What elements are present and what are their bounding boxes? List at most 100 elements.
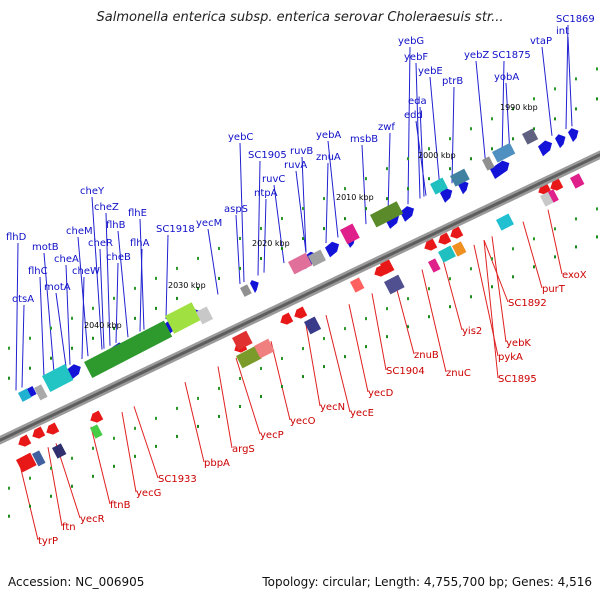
tick-dot bbox=[428, 177, 430, 181]
leader-line bbox=[90, 426, 111, 505]
page-title: Salmonella enterica subsp. enterica sero… bbox=[96, 10, 504, 25]
tick-dot bbox=[176, 434, 178, 438]
gene-arrow-forward bbox=[325, 241, 340, 258]
leader-line bbox=[475, 60, 487, 168]
tick-dot bbox=[344, 187, 346, 191]
gene-arrow-reverse bbox=[294, 306, 308, 319]
feature-green-operon bbox=[83, 320, 173, 378]
tick-dot bbox=[92, 474, 94, 478]
gene-label: ftnB bbox=[110, 500, 131, 511]
gene-label: SC1918 bbox=[156, 224, 195, 235]
leader-line bbox=[217, 366, 233, 449]
tick-dot bbox=[134, 426, 136, 430]
tick-dot bbox=[596, 97, 598, 101]
tick-dot bbox=[155, 416, 157, 420]
tick-dot bbox=[533, 237, 535, 241]
gene-label: flhC bbox=[28, 266, 48, 277]
tick-dot bbox=[113, 464, 115, 468]
leader-line bbox=[55, 292, 67, 367]
tick-dot bbox=[239, 404, 241, 408]
gene-label: motB bbox=[32, 242, 59, 253]
gene-arrow-forward bbox=[250, 280, 259, 294]
feature-lightgreen bbox=[165, 302, 201, 334]
gene-label: cheZ bbox=[94, 202, 119, 213]
leader-line bbox=[348, 304, 369, 393]
gene-label: SC1892 bbox=[508, 298, 547, 309]
gene-label: zwf bbox=[378, 122, 395, 133]
tick-dot bbox=[491, 117, 493, 121]
tick-dot bbox=[386, 307, 388, 311]
feature-grey bbox=[482, 156, 495, 171]
tick-dot bbox=[302, 237, 304, 241]
tick-dot bbox=[491, 285, 493, 289]
feature-cyan bbox=[496, 213, 514, 231]
tick-dot bbox=[50, 326, 52, 330]
tick-dot bbox=[71, 484, 73, 488]
gene-label: ntpA bbox=[254, 188, 278, 199]
tick-dot bbox=[8, 486, 10, 490]
gene-label: aspS bbox=[224, 204, 248, 215]
gene-label: yecD bbox=[368, 388, 394, 399]
leader-line bbox=[257, 160, 261, 276]
tick-dot bbox=[302, 375, 304, 379]
gene-label: motA bbox=[44, 282, 71, 293]
leader-line bbox=[117, 230, 129, 338]
gene-label: purT bbox=[542, 284, 566, 295]
tick-dot bbox=[29, 504, 31, 508]
leader-line bbox=[483, 239, 509, 303]
leader-line bbox=[565, 24, 569, 130]
feature-magenta bbox=[340, 223, 360, 245]
gene-label: ruvA bbox=[284, 160, 307, 171]
tick-dot bbox=[71, 456, 73, 460]
feature-green bbox=[89, 424, 103, 439]
gene-arrow-reverse bbox=[424, 238, 438, 251]
tick-dot bbox=[470, 267, 472, 271]
feature-red bbox=[232, 330, 253, 351]
feature-navy bbox=[303, 316, 322, 335]
leader-line bbox=[325, 162, 329, 244]
leader-line bbox=[273, 184, 285, 264]
feature-grey bbox=[239, 284, 252, 297]
gene-label: yecM bbox=[196, 218, 222, 229]
tick-dot bbox=[302, 207, 304, 211]
leader-line bbox=[501, 60, 505, 160]
tick-dot bbox=[554, 117, 556, 121]
tick-dot bbox=[197, 256, 199, 260]
tick-dot bbox=[92, 446, 94, 450]
tick-dot bbox=[71, 346, 73, 350]
tick-dot bbox=[365, 177, 367, 181]
tick-dot bbox=[470, 295, 472, 299]
feature-steel bbox=[491, 142, 516, 163]
tick-dot bbox=[218, 246, 220, 250]
tick-dot bbox=[575, 245, 577, 249]
tick-dot bbox=[512, 107, 514, 111]
gene-label: yebC bbox=[228, 132, 253, 143]
tick-dot bbox=[260, 227, 262, 230]
kbp-marker: 2010 kbp bbox=[336, 193, 374, 202]
tick-dot bbox=[281, 217, 283, 221]
tick-dot bbox=[260, 367, 262, 370]
feature-magenta bbox=[548, 189, 559, 203]
tick-dot bbox=[407, 187, 409, 191]
leader-line bbox=[105, 212, 111, 346]
tick-dot bbox=[92, 336, 94, 340]
gene-label: yecP bbox=[260, 430, 284, 441]
gene-label: exoX bbox=[562, 270, 587, 281]
kbp-marker: 2020 kbp bbox=[252, 239, 290, 248]
tick-dot bbox=[596, 67, 598, 71]
feature-magenta bbox=[428, 258, 441, 273]
gene-arrow-forward bbox=[440, 188, 453, 203]
leader-line bbox=[421, 269, 447, 373]
gene-label: SC1933 bbox=[158, 474, 197, 485]
tick-dot bbox=[365, 317, 367, 321]
gene-arrow-reverse bbox=[550, 178, 564, 191]
leader-line bbox=[270, 341, 291, 421]
leader-line bbox=[295, 170, 307, 253]
gene-label: yebZ bbox=[464, 50, 489, 61]
gene-arrow-reverse bbox=[32, 426, 46, 439]
gene-label: SC1875 bbox=[492, 50, 531, 61]
tick-dot bbox=[134, 286, 136, 290]
feature-grey bbox=[308, 249, 326, 267]
